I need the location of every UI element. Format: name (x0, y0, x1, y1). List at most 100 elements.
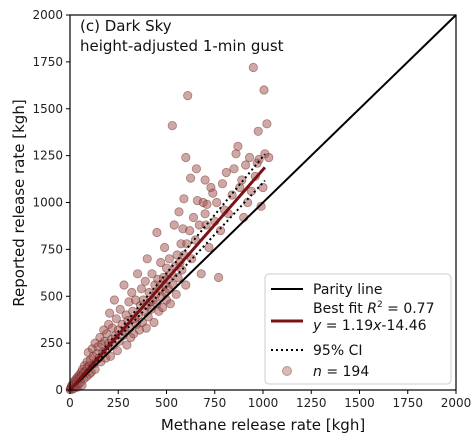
scatter-point (202, 199, 212, 209)
x-tick-label: 500 (155, 396, 178, 410)
y-tick-label: 0 (55, 383, 63, 397)
scatter-point (158, 302, 168, 313)
scatter-point (208, 188, 218, 198)
scatter-point (241, 160, 251, 170)
scatter-point (262, 119, 272, 129)
scatter-point (109, 295, 120, 305)
scatter-point (186, 173, 196, 183)
scatter-point (196, 269, 206, 279)
scatter-point (174, 207, 184, 217)
scatter-point (185, 226, 195, 236)
scatter-point (105, 351, 116, 361)
x-tick-label: 1250 (296, 396, 327, 410)
legend-fit-line1: Best fit R2 = 0.77 (313, 300, 435, 317)
legend-fit-line2: y = 1.19x-14.46 (312, 318, 427, 334)
scatter-point (264, 152, 274, 163)
scatter-point (142, 254, 152, 264)
scatter-point (119, 280, 129, 290)
scatter-point (191, 164, 201, 174)
scatter-point (181, 280, 191, 290)
scatter-point (200, 175, 210, 185)
scatter-point (164, 254, 174, 264)
best-fit-line (68, 166, 267, 391)
y-tick-label: 750 (40, 242, 63, 256)
legend-n-swatch (282, 366, 292, 376)
x-tick-label: 750 (203, 396, 226, 410)
scatter-point (256, 201, 266, 211)
x-tick-label: 250 (107, 396, 130, 410)
scatter-point (229, 164, 239, 174)
scatter-point (212, 197, 222, 208)
scatter-point (181, 152, 191, 163)
scatter-point (141, 323, 151, 333)
scatter-point (127, 287, 137, 298)
y-tick-label: 500 (40, 289, 63, 303)
y-tick-label: 1250 (32, 149, 63, 163)
x-axis-ticks: 0 250 500 750 1000 1250 1500 1750 2000 (66, 390, 471, 410)
scatter-point (165, 299, 175, 309)
scatter-point (244, 152, 255, 163)
scatter-point (136, 284, 146, 294)
axes: 0 250 500 750 1000 1250 1500 1750 2000 0 250 500 75… (32, 8, 471, 410)
scatter-point (231, 149, 241, 159)
legend-parity-label: Parity line (313, 282, 383, 298)
scatter-point (147, 269, 157, 279)
chart-subtitle: height-adjusted 1-min gust (80, 37, 284, 55)
chart-lines (68, 14, 457, 391)
legend: Parity line Best fit R2 = 0.77 y = 1.19x… (264, 273, 452, 385)
y-tick-label: 1500 (32, 102, 63, 116)
scatter-point (112, 345, 122, 356)
x-tick-label: 1500 (344, 396, 375, 410)
x-axis-label: Methane release rate [kgh] (161, 416, 365, 434)
scatter-point (227, 190, 237, 200)
scatter-points (65, 62, 274, 395)
scatter-point (221, 167, 231, 178)
scatter-point (200, 209, 210, 219)
scatter-point (160, 242, 170, 253)
scatter-point (105, 308, 115, 318)
scatter-point (258, 182, 268, 193)
legend-box (264, 273, 452, 385)
scatter-point (111, 314, 121, 324)
scatter-point (259, 85, 269, 95)
scatter-point (169, 220, 179, 230)
scatter-point (183, 91, 193, 101)
parity-line (69, 14, 457, 391)
scatter-point (215, 226, 226, 236)
scatter-point (115, 304, 125, 314)
y-tick-label: 2000 (32, 8, 63, 22)
scatter-point (248, 62, 258, 73)
scatter-point (217, 179, 228, 189)
scatter-point (188, 212, 199, 223)
scatter-point (122, 340, 132, 350)
scatter-point (140, 276, 150, 286)
scatter-point (173, 272, 183, 283)
x-tick-label: 1750 (392, 396, 423, 410)
chart-title: (c) Dark Sky (80, 17, 172, 35)
x-tick-label: 2000 (441, 396, 472, 410)
y-tick-label: 1750 (32, 55, 63, 69)
scatter-point (214, 272, 224, 283)
y-axis-label: Reported release rate [kgh] (10, 99, 28, 306)
scatter-point (152, 227, 162, 238)
y-axis-ticks: 0 250 500 750 1000 1250 1500 1750 2000 (32, 8, 70, 397)
scatter-point (149, 317, 159, 328)
scatter-point (179, 194, 189, 204)
scatter-point (171, 289, 181, 299)
scatter-point (133, 269, 143, 279)
x-tick-label: 0 (66, 396, 74, 410)
scatter-point (237, 175, 247, 185)
scatter-point (167, 121, 177, 131)
scatter-point (182, 239, 192, 249)
x-tick-label: 1000 (248, 396, 279, 410)
legend-n-label: n = 194 (313, 364, 369, 380)
y-tick-label: 1000 (32, 196, 63, 210)
y-tick-label: 250 (40, 336, 63, 350)
scatter-point (204, 242, 214, 253)
scatter-point (156, 257, 166, 268)
legend-ci-label: 95% CI (313, 343, 362, 359)
scatter-point (233, 141, 243, 151)
scatter-point (253, 126, 263, 136)
scatter-point (201, 220, 211, 230)
